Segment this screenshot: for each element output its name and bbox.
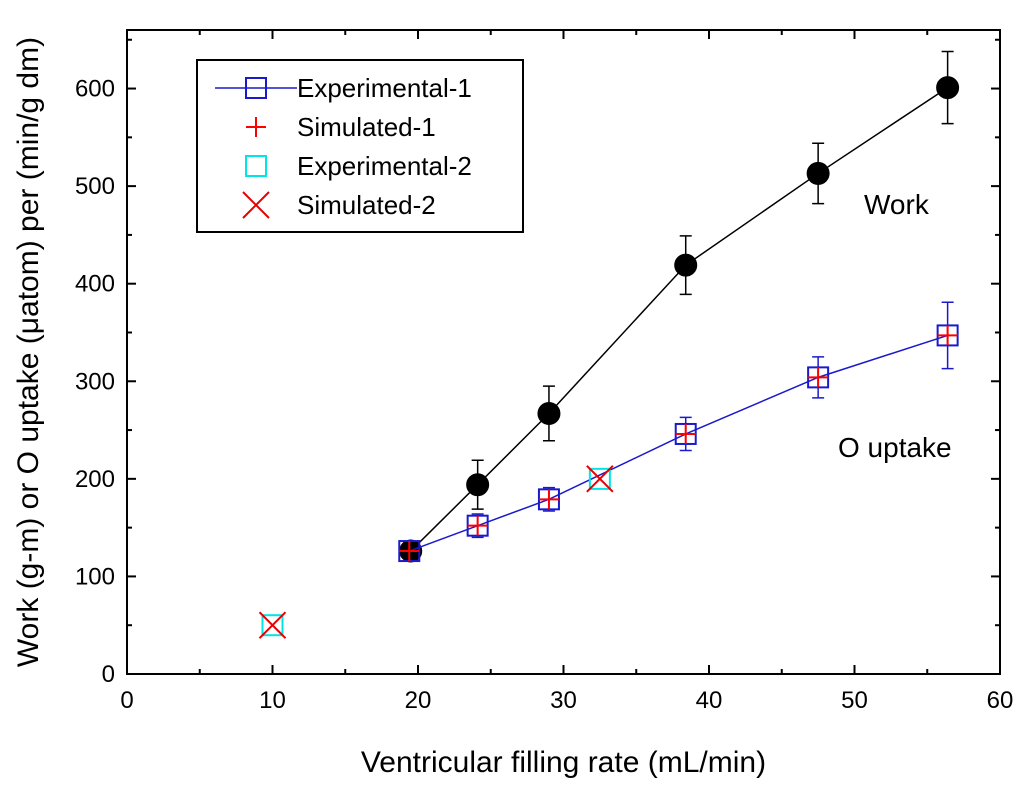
y-tick-label: 200 bbox=[75, 466, 115, 493]
legend-label-simulated-1: Simulated-1 bbox=[297, 112, 436, 142]
data-point-experimental-2 bbox=[588, 467, 611, 490]
series-line-work bbox=[410, 86, 949, 552]
series-line-experimental-1 bbox=[409, 334, 948, 552]
legend-item-experimental-2: Experimental-2 bbox=[245, 151, 472, 181]
y-tick-label: 300 bbox=[75, 368, 115, 395]
series-experimental-2 bbox=[261, 467, 611, 637]
data-point-simulated-1 bbox=[538, 489, 559, 510]
data-point-simulated-1 bbox=[808, 367, 829, 388]
x-tick-label: 60 bbox=[987, 687, 1014, 714]
series-simulated-2 bbox=[258, 465, 614, 639]
legend-label-experimental-2: Experimental-2 bbox=[297, 151, 472, 181]
legend-item-experimental-1: Experimental-1 bbox=[215, 73, 472, 103]
y-tick-label: 400 bbox=[75, 271, 115, 298]
x-tick-label: 50 bbox=[841, 687, 868, 714]
legend-label-experimental-1: Experimental-1 bbox=[297, 73, 472, 103]
legend-marker-simulated-2 bbox=[242, 191, 270, 219]
data-point-work bbox=[466, 473, 490, 497]
series-work bbox=[399, 50, 960, 563]
plot-area bbox=[258, 50, 960, 639]
data-point-experimental-2 bbox=[261, 614, 284, 637]
annotation-work: Work bbox=[864, 189, 930, 220]
data-point-simulated-1 bbox=[675, 423, 696, 444]
legend-item-simulated-2: Simulated-2 bbox=[242, 190, 436, 220]
y-tick-label: 100 bbox=[75, 563, 115, 590]
annotation-o-uptake: O uptake bbox=[838, 432, 952, 463]
legend-marker-simulated-1 bbox=[246, 117, 266, 137]
x-axis-label: Ventricular filling rate (mL/min) bbox=[361, 746, 766, 779]
y-tick-label: 600 bbox=[75, 76, 115, 103]
data-point-simulated-1 bbox=[399, 541, 420, 562]
data-point-work bbox=[537, 401, 561, 425]
legend-marker-experimental-2 bbox=[245, 155, 267, 177]
data-point-work bbox=[806, 161, 830, 185]
x-tick-label: 20 bbox=[405, 687, 432, 714]
series-simulated-1 bbox=[399, 325, 958, 562]
data-point-simulated-1 bbox=[467, 515, 488, 536]
y-tick-label: 0 bbox=[102, 661, 115, 688]
y-axis-label: Work (g-m) or O uptake (μatom) per (min/… bbox=[12, 37, 45, 667]
legend-item-simulated-1: Simulated-1 bbox=[246, 112, 436, 142]
x-tick-label: 10 bbox=[259, 687, 286, 714]
legend-label-simulated-2: Simulated-2 bbox=[297, 190, 436, 220]
x-tick-label: 0 bbox=[120, 687, 133, 714]
data-point-work bbox=[674, 253, 698, 277]
legend-marker-experimental-1 bbox=[245, 77, 267, 99]
x-tick-label: 30 bbox=[550, 687, 577, 714]
y-tick-label: 500 bbox=[75, 173, 115, 200]
legend: Experimental-1 Simulated-1 Experimental-2 S… bbox=[196, 59, 524, 233]
data-point-simulated-2 bbox=[258, 611, 287, 639]
data-point-simulated-1 bbox=[937, 325, 958, 346]
x-tick-label: 40 bbox=[696, 687, 723, 714]
data-point-work bbox=[936, 76, 960, 100]
data-point-simulated-2 bbox=[586, 465, 614, 493]
